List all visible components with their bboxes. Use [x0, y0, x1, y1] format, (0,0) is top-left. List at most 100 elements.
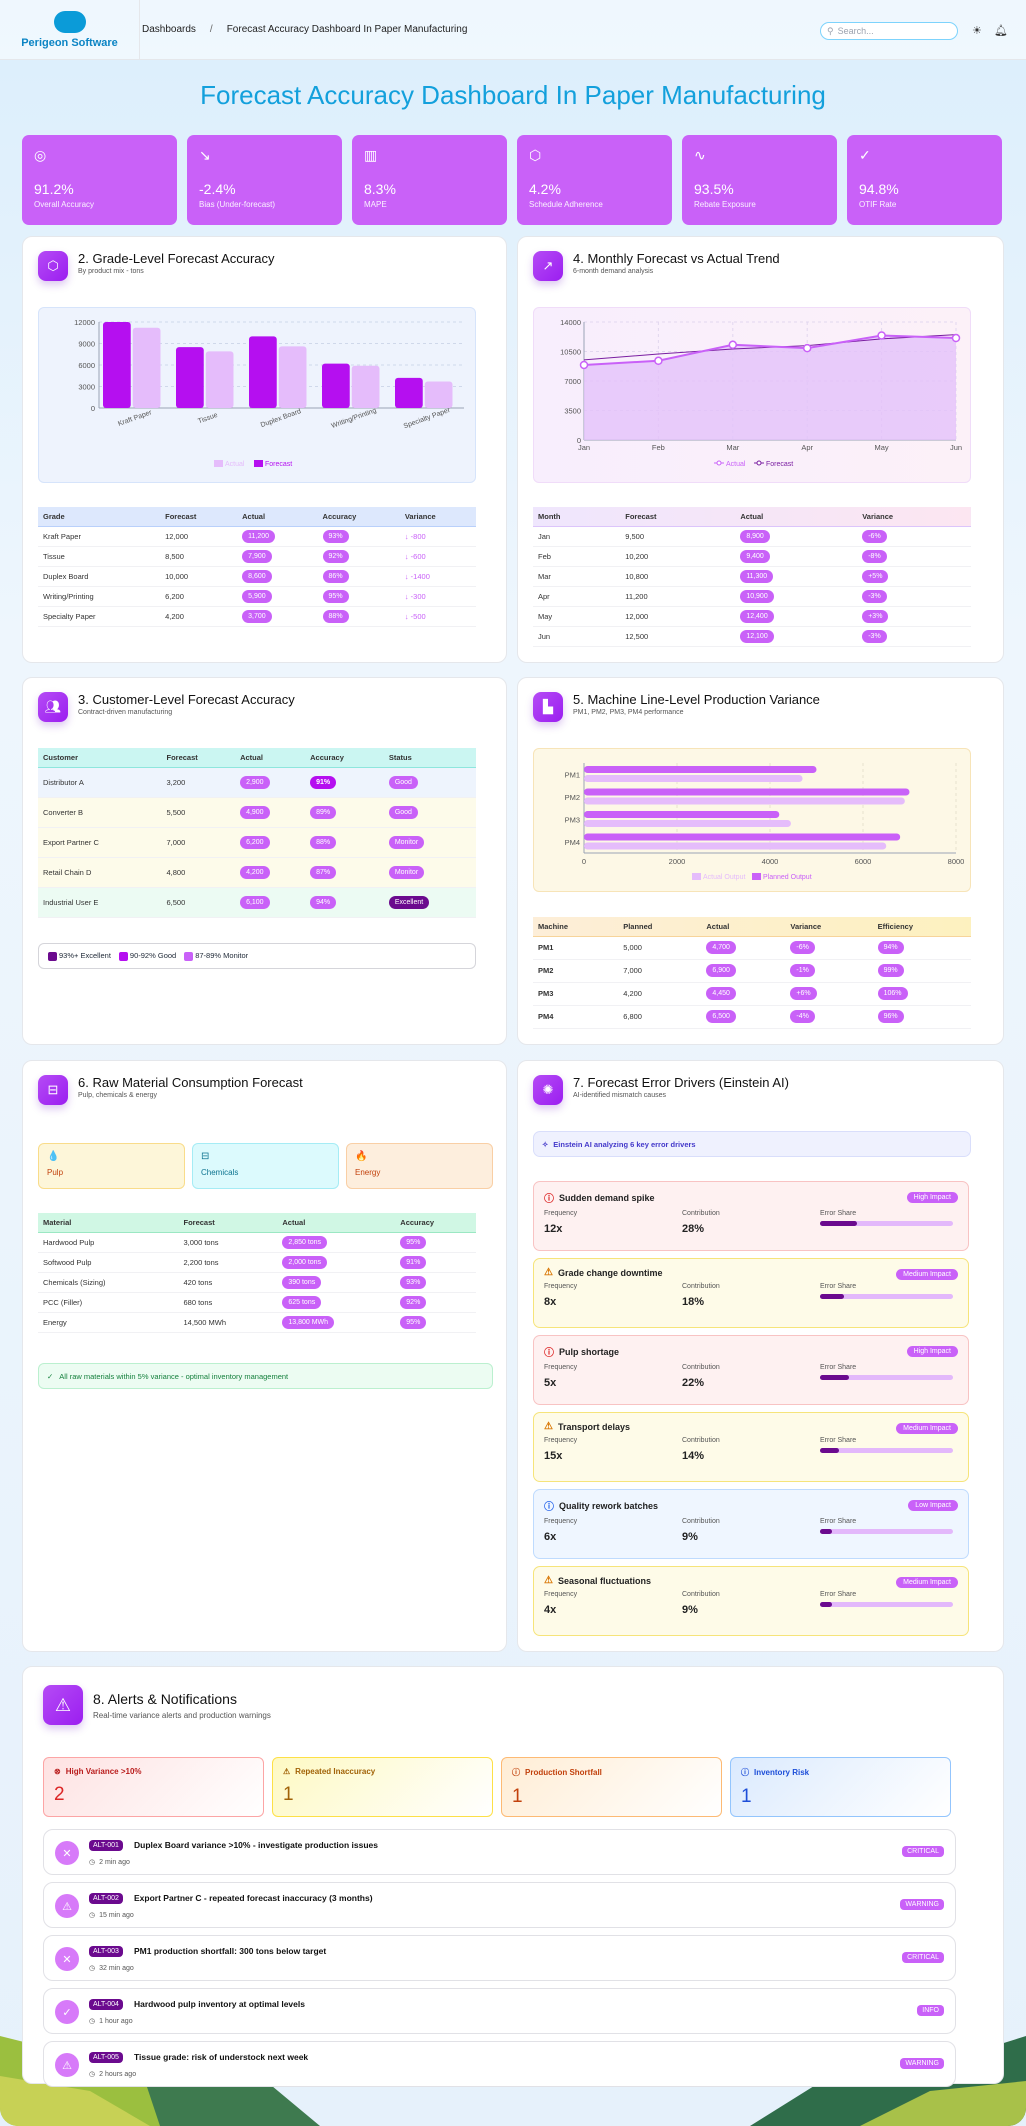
- column-header: Forecast: [625, 511, 657, 521]
- actual-point[interactable]: [728, 340, 738, 350]
- bar-actual-output[interactable]: [584, 842, 887, 850]
- kpi-value: 93.5%: [694, 181, 734, 197]
- kpi-card[interactable]: ∿ 93.5% Rebate Exposure: [682, 135, 837, 225]
- driver-card[interactable]: ⓘ Quality rework batches Low Impact Frequen…: [533, 1489, 969, 1559]
- legend-item: 87-89% Monitor: [184, 951, 248, 961]
- y-tick-label: PM2: [565, 793, 580, 802]
- driver-name: Grade change downtime: [557, 1267, 663, 1278]
- actual-pill: 390 tons: [277, 1272, 396, 1293]
- bar-forecast[interactable]: [322, 363, 350, 408]
- contribution-col: Contribution 22%: [682, 1364, 820, 1389]
- actual-point[interactable]: [877, 331, 886, 340]
- driver-header: ⚠ Grade change downtime: [544, 1267, 958, 1278]
- accuracy-pill: 93%: [317, 526, 400, 547]
- summary-tile[interactable]: ⚠ Repeated Inaccuracy 1: [272, 1757, 493, 1817]
- material-tile[interactable]: ⊟ Chemicals: [192, 1143, 339, 1189]
- summary-tile[interactable]: ⓘ Production Shortfall 1: [501, 1757, 722, 1817]
- bar-planned-output[interactable]: [584, 766, 817, 773]
- column-header: Variance: [862, 511, 894, 521]
- bar-actual[interactable]: [424, 381, 453, 408]
- material-tile[interactable]: 🔥 Energy: [346, 1143, 493, 1189]
- share-col: Error Share: [820, 1283, 958, 1308]
- status-badge: Monitor: [383, 827, 476, 858]
- actual-pill: 4,900: [235, 797, 306, 828]
- bar-actual[interactable]: [351, 365, 380, 408]
- accuracy-pill: 88%: [310, 835, 337, 849]
- driver-card[interactable]: ⚠ Transport delays Medium Impact Frequency 1…: [533, 1412, 969, 1482]
- warning-icon: ⚠: [544, 1575, 553, 1586]
- driver-card[interactable]: ⓘ Pulp shortage High Impact Frequency 5x Cont…: [533, 1335, 969, 1405]
- alert-item[interactable]: ⚠ ALT-002 Export Partner C - repeated fore…: [43, 1882, 956, 1928]
- kpi-card[interactable]: ◎ 91.2% Overall Accuracy: [22, 135, 177, 225]
- alert-item[interactable]: ⚠ ALT-005 Tissue grade: risk of understock…: [43, 2041, 956, 2087]
- bar-actual-output[interactable]: [584, 797, 905, 805]
- actual-pill: 390 tons: [282, 1275, 322, 1289]
- bar-planned-output[interactable]: [584, 833, 901, 841]
- bar-planned-output[interactable]: [584, 788, 910, 796]
- brand-logo[interactable]: Perigeon Software: [0, 0, 140, 60]
- bar-forecast[interactable]: [249, 336, 277, 408]
- actual-point[interactable]: [951, 333, 961, 343]
- search-input[interactable]: ⚲ Search...: [820, 22, 958, 40]
- machine-hbar-chart: 0 2000 4000 6000 8000 PM1 PM2 PM3 PM4 Actual Outp…: [565, 763, 964, 881]
- variance-pill: +6%: [785, 982, 873, 1006]
- kpi-label: MAPE: [364, 200, 387, 209]
- bar-planned-output[interactable]: [584, 811, 780, 818]
- column-header: Forecast: [166, 752, 198, 762]
- alert-id-badge: ALT-004: [89, 1999, 123, 2010]
- accuracy-pill: 86%: [322, 569, 349, 583]
- driver-card[interactable]: ⚠ Grade change downtime Medium Impact Frequ…: [533, 1258, 969, 1328]
- actual-point[interactable]: [654, 356, 663, 366]
- bar-actual-output[interactable]: [584, 775, 803, 782]
- summary-tile[interactable]: ⊗ High Variance >10% 2: [43, 1757, 264, 1817]
- actual-pill: 11,200: [237, 526, 318, 547]
- kpi-card[interactable]: ✓ 94.8% OTIF Rate: [847, 135, 1002, 225]
- status-badge: Monitor: [383, 857, 476, 888]
- driver-card[interactable]: ⓘ Sudden demand spike High Impact Frequency…: [533, 1181, 969, 1251]
- bar-forecast[interactable]: [103, 322, 131, 408]
- metric-label: Error Share: [820, 1591, 857, 1598]
- bar-forecast[interactable]: [176, 347, 204, 408]
- driver-name: Quality rework batches: [559, 1500, 659, 1511]
- frequency-value: 8x: [544, 1296, 557, 1308]
- x-tick-label: Jun: [950, 443, 962, 452]
- severity-badge: WARNING: [900, 2058, 944, 2069]
- kpi-card[interactable]: ⬡ 4.2% Schedule Adherence: [517, 135, 672, 225]
- accuracy-pill: 92%: [317, 546, 400, 567]
- breadcrumb-dashboards[interactable]: Dashboards: [142, 24, 196, 35]
- actual-point[interactable]: [802, 343, 812, 353]
- table-cell: 10,800: [620, 566, 736, 587]
- actual-pill: 11,200: [242, 529, 275, 543]
- column-header: Accuracy: [400, 1217, 435, 1227]
- kpi-card[interactable]: ▥ 8.3% MAPE: [352, 135, 507, 225]
- check-circle-icon: ✓: [55, 2000, 79, 2024]
- material-tile[interactable]: 💧 Pulp: [38, 1143, 185, 1189]
- brain-icon: ✺: [533, 1075, 563, 1105]
- bar-actual[interactable]: [205, 351, 234, 408]
- frequency-value: 4x: [544, 1604, 557, 1616]
- bar-actual[interactable]: [132, 327, 161, 408]
- error-drivers-card: ✺ 7. Forecast Error Drivers (Einstein AI…: [517, 1060, 1004, 1652]
- alert-message: PM1 production shortfall: 300 tons below…: [134, 1946, 327, 1956]
- trending-down-icon: ↘: [199, 147, 211, 163]
- alert-item[interactable]: ✕ ALT-001 Duplex Board variance >10% - inv…: [43, 1829, 956, 1875]
- actual-point[interactable]: [579, 360, 589, 370]
- driver-card[interactable]: ⚠ Seasonal fluctuations Medium Impact Frequ…: [533, 1566, 969, 1636]
- bar-forecast[interactable]: [395, 377, 423, 408]
- notification-bell-icon[interactable]: 🔔︎: [994, 25, 1008, 37]
- bar-actual-output[interactable]: [584, 820, 791, 827]
- bar-actual[interactable]: [278, 346, 307, 408]
- actual-pill: 6,500: [706, 1010, 736, 1023]
- search-icon: ⚲: [827, 25, 834, 36]
- variance-value: ↓ -800: [404, 531, 426, 541]
- accuracy-pill: 88%: [305, 827, 384, 858]
- alert-item[interactable]: ✕ ALT-003 PM1 production shortfall: 300 to…: [43, 1935, 956, 1981]
- theme-toggle-icon[interactable]: ☀: [972, 25, 982, 37]
- alert-item[interactable]: ✓ ALT-004 Hardwood pulp inventory at optim…: [43, 1988, 956, 2034]
- breadcrumb-current: Forecast Accuracy Dashboard In Paper Man…: [226, 24, 468, 35]
- kpi-card[interactable]: ↘ -2.4% Bias (Under-forecast): [187, 135, 342, 225]
- factory-icon: ▙: [533, 692, 563, 722]
- summary-tile[interactable]: ⓘ Inventory Risk 1: [730, 1757, 951, 1817]
- machine-variance-card: ▙ 5. Machine Line-Level Production Varia…: [517, 677, 1004, 1045]
- driver-metrics: Frequency 4x Contribution 9% Error Share: [544, 1591, 958, 1616]
